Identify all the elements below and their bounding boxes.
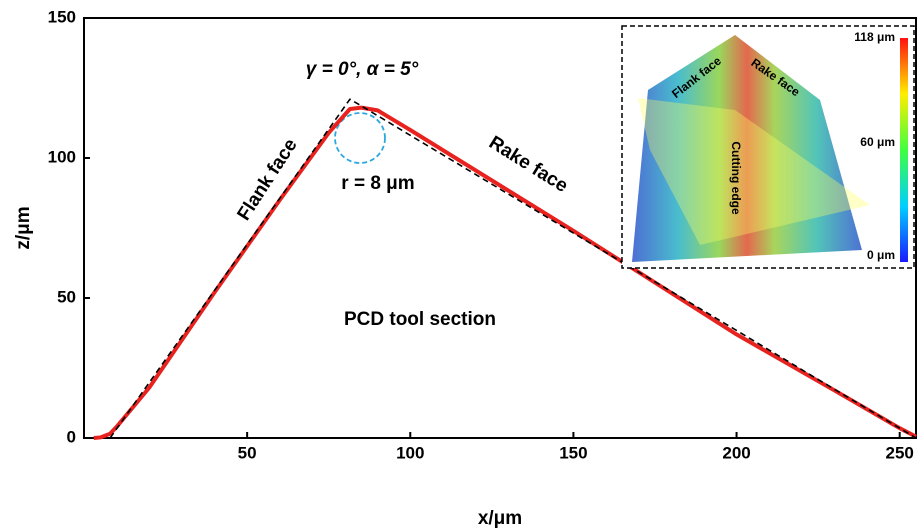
y-tick-label: 50 bbox=[57, 287, 76, 306]
x-axis-label: x/μm bbox=[478, 508, 522, 529]
x-tick-label: 200 bbox=[722, 443, 750, 462]
x-tick-label: 100 bbox=[396, 443, 424, 462]
annotation: γ = 0°, α = 5° bbox=[306, 59, 419, 80]
x-tick-label: 50 bbox=[238, 443, 257, 462]
colorbar-label: 118 μm bbox=[854, 30, 895, 44]
y-tick-label: 100 bbox=[48, 147, 76, 166]
chart: γ = 0°, α = 5° r = 8 μm Flank face Rake … bbox=[0, 0, 917, 531]
annotation: PCD tool section bbox=[344, 309, 496, 330]
x-tick-label: 150 bbox=[559, 443, 587, 462]
y-tick-label: 0 bbox=[67, 427, 76, 446]
colorbar bbox=[900, 38, 908, 262]
inset: 118 μm 60 μm 0 μm Flank face Rake face C… bbox=[622, 26, 914, 268]
annotation: Flank face bbox=[233, 135, 301, 224]
colorbar-label: 0 μm bbox=[867, 248, 895, 262]
edge-circle bbox=[335, 113, 385, 163]
x-tick-label: 250 bbox=[885, 443, 913, 462]
annotation: Rake face bbox=[485, 132, 571, 197]
y-axis-label: z/μm bbox=[13, 206, 34, 249]
annotation: r = 8 μm bbox=[341, 173, 414, 194]
inset-label: Cutting edge bbox=[729, 141, 743, 215]
y-tick-label: 150 bbox=[48, 7, 76, 26]
colorbar-label: 60 μm bbox=[860, 135, 895, 149]
